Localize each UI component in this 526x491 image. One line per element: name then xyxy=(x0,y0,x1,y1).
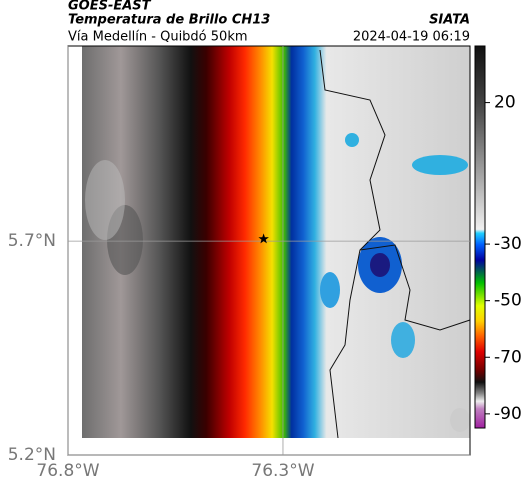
satellite: GOES-EAST xyxy=(68,0,152,14)
source: SIATA xyxy=(429,13,470,28)
timestamp: 2024-04-19 06:19 xyxy=(353,30,470,45)
location-marker xyxy=(258,233,269,244)
colorbar-tick-label: -50 xyxy=(494,291,522,311)
colorbar xyxy=(474,45,486,429)
x-tick-label: 76.3°W xyxy=(251,461,314,481)
y-tick-label: 5.2°N xyxy=(8,445,56,465)
x-tick-label: 76.8°W xyxy=(36,461,99,481)
colorbar-tick-label: -70 xyxy=(494,347,522,367)
subtitle: Vía Medellín - Quibdó 50km xyxy=(68,30,248,45)
title: Temperatura de Brillo CH13 xyxy=(68,13,270,28)
colorbar-tick-label: -90 xyxy=(494,404,522,424)
y-tick-label: 5.7°N xyxy=(8,231,56,251)
imagery xyxy=(82,46,471,439)
colorbar-tick-label: -30 xyxy=(494,234,522,254)
colorbar-tick-label: 20 xyxy=(494,93,516,113)
